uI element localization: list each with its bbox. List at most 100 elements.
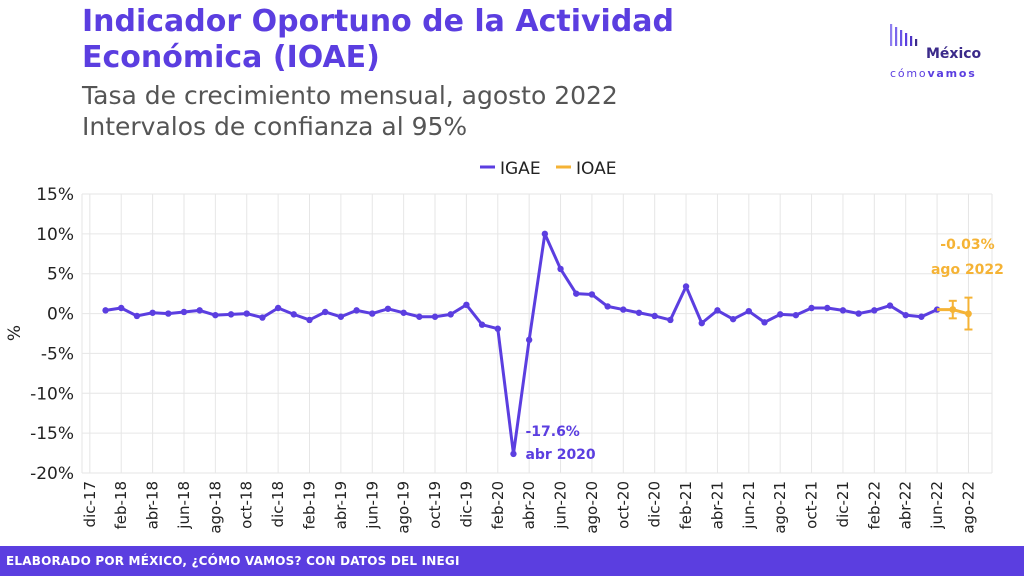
x-tick-label: abr-20 (520, 481, 538, 529)
subtitle-line-1: Tasa de crecimiento mensual, agosto 2022 (82, 81, 618, 110)
annotation-ioae-date: ago 2022 (931, 262, 1004, 278)
ioae-point (949, 306, 957, 313)
x-tick-label: abr-18 (144, 481, 162, 529)
igae-point (729, 315, 737, 323)
x-tick-label: dic-17 (81, 481, 99, 527)
x-tick-label: dic-19 (457, 481, 475, 527)
series-layer (102, 230, 973, 458)
igae-line (105, 232, 938, 456)
footer-bar: ELABORADO POR MÉXICO, ¿CÓMO VAMOS? CON D… (0, 546, 1024, 576)
igae-point (745, 307, 753, 315)
x-tick-label: ago-22 (959, 481, 977, 534)
igae-point (792, 311, 800, 319)
logo-sub-prefix: cómo (890, 67, 928, 80)
igae-point (541, 230, 549, 238)
annotation-igae-value: -17.6% (525, 424, 579, 440)
x-tick-label: abr-19 (332, 481, 350, 529)
chart-subtitle: Tasa de crecimiento mensual, agosto 2022… (82, 80, 618, 142)
igae-point (682, 283, 690, 290)
x-tick-label: abr-21 (708, 481, 726, 529)
igae-point (761, 319, 768, 326)
x-tick-label: jun-19 (363, 481, 381, 530)
subtitle-line-2: Intervalos de confianza al 95% (82, 112, 468, 141)
igae-point (353, 307, 360, 314)
legend: IGAE IOAE (480, 159, 616, 179)
igae-point (274, 304, 282, 312)
igae-point (871, 307, 878, 314)
igae-point (776, 311, 784, 318)
x-tick-label: feb-22 (865, 481, 883, 530)
igae-point (839, 307, 847, 314)
igae-point (400, 309, 407, 316)
y-tick-label: -15% (30, 424, 74, 444)
x-tick-labels: dic-17 feb-18 abr-18 jun-18 ago-18 oct-18 dic-… (81, 481, 978, 534)
igae-point (635, 309, 643, 316)
igae-point (212, 311, 219, 319)
growth-line-chart: IGAE IOAE % -20% -15% -10% -5% 0% 5% 10% 15% di… (5, 159, 1004, 534)
legend-label-ioae: IOAE (576, 159, 616, 179)
igae-point (557, 265, 564, 273)
annotation-igae-date: abr 2020 (525, 447, 595, 463)
x-tick-label: ago-18 (206, 481, 224, 534)
x-tick-label: oct-18 (238, 481, 256, 529)
y-tick-label: -20% (30, 464, 74, 484)
logo-sub-bold: vamos (927, 67, 977, 80)
igae-point (824, 304, 831, 312)
igae-point (667, 316, 674, 324)
y-tick-label: 0% (47, 305, 74, 325)
x-tick-label: oct-19 (426, 481, 444, 529)
x-tick-label: jun-18 (175, 481, 193, 530)
igae-point (510, 450, 517, 458)
y-tick-label: -10% (30, 384, 74, 404)
x-tick-label: feb-20 (489, 481, 507, 530)
legend-label-igae: IGAE (500, 159, 541, 179)
igae-point (102, 307, 109, 314)
igae-point (118, 304, 125, 312)
ioae-point (965, 310, 972, 318)
annotation-ioae-value: -0.03% (940, 237, 994, 253)
igae-point (604, 303, 611, 310)
logo-main-text: México (926, 46, 982, 62)
grid-lines (81, 193, 993, 474)
logo-bars-icon (890, 24, 918, 46)
logo-sub-text: cómovamos (890, 67, 977, 80)
x-tick-label: feb-18 (112, 481, 130, 530)
igae-point (196, 307, 203, 314)
igae-point (180, 308, 188, 316)
igae-point (133, 312, 141, 320)
igae-point (337, 313, 345, 320)
igae-point (918, 313, 925, 320)
igae-point (321, 308, 329, 316)
igae-point (588, 291, 596, 298)
igae-point (463, 301, 470, 309)
igae-point (902, 311, 909, 319)
igae-point (886, 302, 894, 309)
x-tick-label: oct-20 (614, 481, 632, 529)
igae-point (651, 312, 658, 320)
chart-title: Indicador Oportuno de la Actividad Econó… (82, 4, 675, 75)
mexico-como-vamos-logo: México cómovamos (888, 24, 1006, 84)
igae-point (714, 307, 721, 314)
igae-point (243, 310, 250, 317)
igae-point (306, 316, 313, 324)
x-tick-label: jun-20 (552, 481, 570, 530)
igae-point (416, 313, 423, 320)
igae-point (431, 313, 439, 320)
igae-point (620, 306, 627, 313)
igae-point (478, 321, 486, 328)
x-tick-label: abr-22 (897, 481, 915, 529)
x-tick-label: ago-19 (395, 481, 413, 534)
x-tick-label: feb-19 (301, 481, 319, 530)
igae-point (227, 311, 235, 318)
x-tick-label: jun-21 (740, 481, 758, 530)
y-tick-label: -5% (41, 344, 74, 364)
x-tick-label: feb-21 (677, 481, 695, 530)
igae-point (369, 310, 376, 317)
igae-point (525, 336, 533, 344)
footer-credit: ELABORADO POR MÉXICO, ¿CÓMO VAMOS? CON D… (6, 554, 460, 568)
y-tick-label: 15% (36, 185, 74, 205)
x-tick-label: jun-22 (928, 481, 946, 530)
igae-point (808, 304, 815, 312)
x-tick-label: ago-21 (771, 481, 789, 534)
igae-point (165, 310, 172, 317)
